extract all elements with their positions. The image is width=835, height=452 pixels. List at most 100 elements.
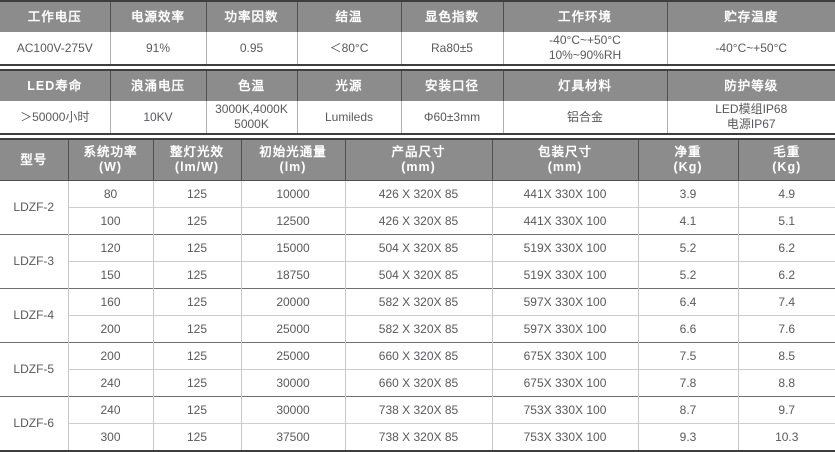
table-cell: 240	[67, 396, 153, 424]
table-cell: 80	[67, 180, 153, 208]
table-cell: 4.9	[737, 180, 835, 208]
table-cell: 8.7	[637, 396, 738, 424]
table-cell: 15000	[240, 234, 345, 262]
table-cell: 6.2	[737, 234, 835, 262]
table-cell: 125	[152, 261, 241, 289]
table-row: LDZF-3 120 125 15000 504 X 320X 85 519X …	[0, 234, 835, 289]
spec1-value-cri: Ra80±5	[400, 32, 503, 65]
table-row: 150 125 18750 504 X 320X 85 519X 330X 10…	[0, 261, 835, 289]
table-cell: 426 X 320X 85	[344, 207, 492, 235]
table-row: LDZF-6 240 125 30000 738 X 320X 85 753X …	[0, 396, 835, 451]
spec1-header-working-environment: 工作环境	[502, 1, 667, 32]
table-cell: 125	[152, 180, 241, 208]
spec1-value-power-factor: 0.95	[205, 32, 297, 65]
table-cell: 597X 330X 100	[491, 315, 638, 343]
table-cell: 125	[152, 396, 241, 424]
table-row: LDZF-4 160 125 20000 582 X 320X 85 597X …	[0, 288, 835, 343]
table-cell: 10.3	[737, 423, 835, 451]
model-cell: LDZF-6	[0, 396, 68, 451]
table-row: 100 125 12500 426 X 320X 85 441X 330X 10…	[0, 207, 835, 235]
table-cell: 9.7	[737, 396, 835, 424]
table-cell: 6.2	[737, 261, 835, 289]
general-spec-table-1: 工作电压 电源效率 功率因数 结温 显色指数 工作环境 贮存温度 AC100V-…	[0, 0, 835, 66]
table-cell: 30000	[240, 396, 345, 424]
table-cell: 441X 330X 100	[491, 207, 638, 235]
table-cell: 25000	[240, 342, 345, 370]
spec2-header-led-lifespan: LED寿命	[0, 70, 110, 101]
spec1-header-working-voltage: 工作电压	[0, 1, 110, 32]
table-cell: 504 X 320X 85	[344, 234, 492, 262]
table-cell: 5.2	[637, 261, 738, 289]
table-cell: 18750	[240, 261, 345, 289]
table-cell: 4.1	[637, 207, 738, 235]
table-cell: 582 X 320X 85	[344, 288, 492, 316]
table-cell: 504 X 320X 85	[344, 261, 492, 289]
table-row: LDZF-5 200 125 25000 660 X 320X 85 675X …	[0, 342, 835, 397]
main-header-system-power: 系统功率 (W)	[67, 139, 153, 181]
table-cell: 5.2	[637, 234, 738, 262]
table-cell: 37500	[240, 423, 345, 451]
spec2-value-led-lifespan: ＞50000小时	[0, 101, 110, 134]
main-header-initial-flux: 初始光通量 (lm)	[240, 139, 345, 181]
spec2-header-light-source: 光源	[296, 70, 401, 101]
general-spec-table-2: LED寿命 浪涌电压 色温 光源 安装口径 灯具材料 防护等级 ＞50000小时…	[0, 69, 835, 135]
model-cell: LDZF-4	[0, 288, 68, 343]
table-cell: 738 X 320X 85	[344, 396, 492, 424]
spec1-header-row: 工作电压 电源效率 功率因数 结温 显色指数 工作环境 贮存温度	[0, 1, 835, 32]
spec1-value-row: AC100V-275V 91% 0.95 ＜80°C Ra80±5 -40°C~…	[0, 32, 835, 65]
spec1-value-junction-temp: ＜80°C	[296, 32, 401, 65]
spec1-value-power-efficiency: 91%	[109, 32, 206, 65]
main-header-gross-weight: 毛重 (Kg)	[737, 139, 835, 181]
table-cell: 160	[67, 288, 153, 316]
model-spec-table: 型号 系统功率 (W) 整灯光效 (lm/W) 初始光通量 (lm) 产品尺寸 …	[0, 138, 835, 452]
table-cell: 753X 330X 100	[491, 423, 638, 451]
table-cell: 753X 330X 100	[491, 396, 638, 424]
table-cell: 5.1	[737, 207, 835, 235]
table-cell: 3.9	[637, 180, 738, 208]
spec2-value-protection-rating: LED模组IP68 电源IP67	[666, 101, 835, 134]
spec1-header-junction-temp: 结温	[296, 1, 401, 32]
table-cell: 125	[152, 342, 241, 370]
spec2-value-mounting-diameter: Φ60±3mm	[400, 101, 503, 134]
table-cell: 125	[152, 369, 241, 397]
table-cell: 6.6	[637, 315, 738, 343]
table-cell: 441X 330X 100	[491, 180, 638, 208]
table-cell: 12500	[240, 207, 345, 235]
spec1-value-storage-temp: -40°C~+50°C	[666, 32, 835, 65]
model-cell: LDZF-2	[0, 180, 68, 235]
spec2-header-mounting-diameter: 安装口径	[400, 70, 503, 101]
table-cell: 660 X 320X 85	[344, 369, 492, 397]
table-cell: 10000	[240, 180, 345, 208]
table-cell: 675X 330X 100	[491, 369, 638, 397]
table-cell: 125	[152, 315, 241, 343]
spec2-value-row: ＞50000小时 10KV 3000K,4000K 5000K Lumileds…	[0, 101, 835, 134]
table-row: 300 125 37500 738 X 320X 85 753X 330X 10…	[0, 423, 835, 451]
table-row: LDZF-2 80 125 10000 426 X 320X 85 441X 3…	[0, 180, 835, 235]
table-cell: 150	[67, 261, 153, 289]
table-cell: 7.6	[737, 315, 835, 343]
spec2-header-surge-voltage: 浪涌电压	[109, 70, 206, 101]
main-header-luminous-efficacy: 整灯光效 (lm/W)	[152, 139, 241, 181]
spec1-header-cri: 显色指数	[400, 1, 503, 32]
model-cell: LDZF-3	[0, 234, 68, 289]
main-header-row: 型号 系统功率 (W) 整灯光效 (lm/W) 初始光通量 (lm) 产品尺寸 …	[0, 139, 835, 181]
table-cell: 25000	[240, 315, 345, 343]
main-header-net-weight: 净重 (Kg)	[637, 139, 738, 181]
spec2-header-color-temp: 色温	[205, 70, 297, 101]
table-cell: 8.5	[737, 342, 835, 370]
table-cell: 519X 330X 100	[491, 261, 638, 289]
table-cell: 8.8	[737, 369, 835, 397]
spec2-value-surge-voltage: 10KV	[109, 101, 206, 134]
table-cell: 125	[152, 288, 241, 316]
spec1-value-working-environment: -40°C~+50°C 10%~90%RH	[502, 32, 667, 65]
table-cell: 125	[152, 234, 241, 262]
table-cell: 20000	[240, 288, 345, 316]
table-cell: 582 X 320X 85	[344, 315, 492, 343]
table-cell: 738 X 320X 85	[344, 423, 492, 451]
table-cell: 240	[67, 369, 153, 397]
spec1-value-working-voltage: AC100V-275V	[0, 32, 110, 65]
table-cell: 675X 330X 100	[491, 342, 638, 370]
table-cell: 7.8	[637, 369, 738, 397]
table-cell: 125	[152, 423, 241, 451]
table-cell: 200	[67, 315, 153, 343]
